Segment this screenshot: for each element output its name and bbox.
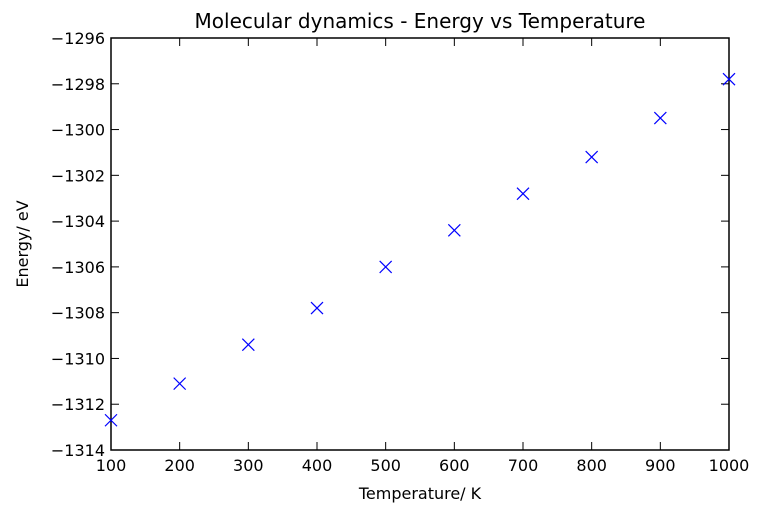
x-tick-label: 1000	[709, 456, 750, 475]
x-tick-label: 500	[370, 456, 401, 475]
y-tick-label: −1296	[51, 29, 105, 48]
data-point	[241, 338, 255, 352]
data-point	[447, 223, 461, 237]
y-tick-label: −1312	[51, 395, 105, 414]
x-tick-label: 900	[645, 456, 676, 475]
y-tick-label: −1304	[51, 212, 105, 231]
chart-title: Molecular dynamics - Energy vs Temperatu…	[195, 9, 646, 33]
y-axis-label: Energy/ eV	[13, 200, 32, 287]
x-tick-label: 100	[96, 456, 127, 475]
y-tick-label: −1302	[51, 166, 105, 185]
x-tick-label: 700	[508, 456, 539, 475]
data-point	[585, 150, 599, 164]
data-point	[722, 72, 736, 86]
data-point	[516, 187, 530, 201]
x-tick-label: 200	[164, 456, 195, 475]
x-axis-ticks: 100 200 300 400 500 600 700 800 900 1000	[96, 38, 750, 475]
y-tick-label: −1300	[51, 121, 105, 140]
plot-area	[110, 37, 730, 451]
data-point	[310, 301, 324, 315]
data-points	[104, 72, 736, 427]
data-point	[653, 111, 667, 125]
x-tick-label: 400	[302, 456, 333, 475]
y-tick-label: −1308	[51, 304, 105, 323]
data-point	[379, 260, 393, 274]
data-point	[173, 377, 187, 391]
x-tick-label: 600	[439, 456, 470, 475]
y-tick-label: −1314	[51, 441, 105, 460]
x-axis-label: Temperature/ K	[358, 484, 482, 503]
y-tick-label: −1306	[51, 258, 105, 277]
y-tick-label: −1310	[51, 349, 105, 368]
y-tick-label: −1298	[51, 75, 105, 94]
data-point	[104, 413, 118, 427]
y-axis-ticks: −1314 −1312 −1310 −1308 −1306 −1304 −1302 −1300…	[51, 29, 729, 460]
x-tick-label: 800	[576, 456, 607, 475]
x-tick-label: 300	[233, 456, 264, 475]
